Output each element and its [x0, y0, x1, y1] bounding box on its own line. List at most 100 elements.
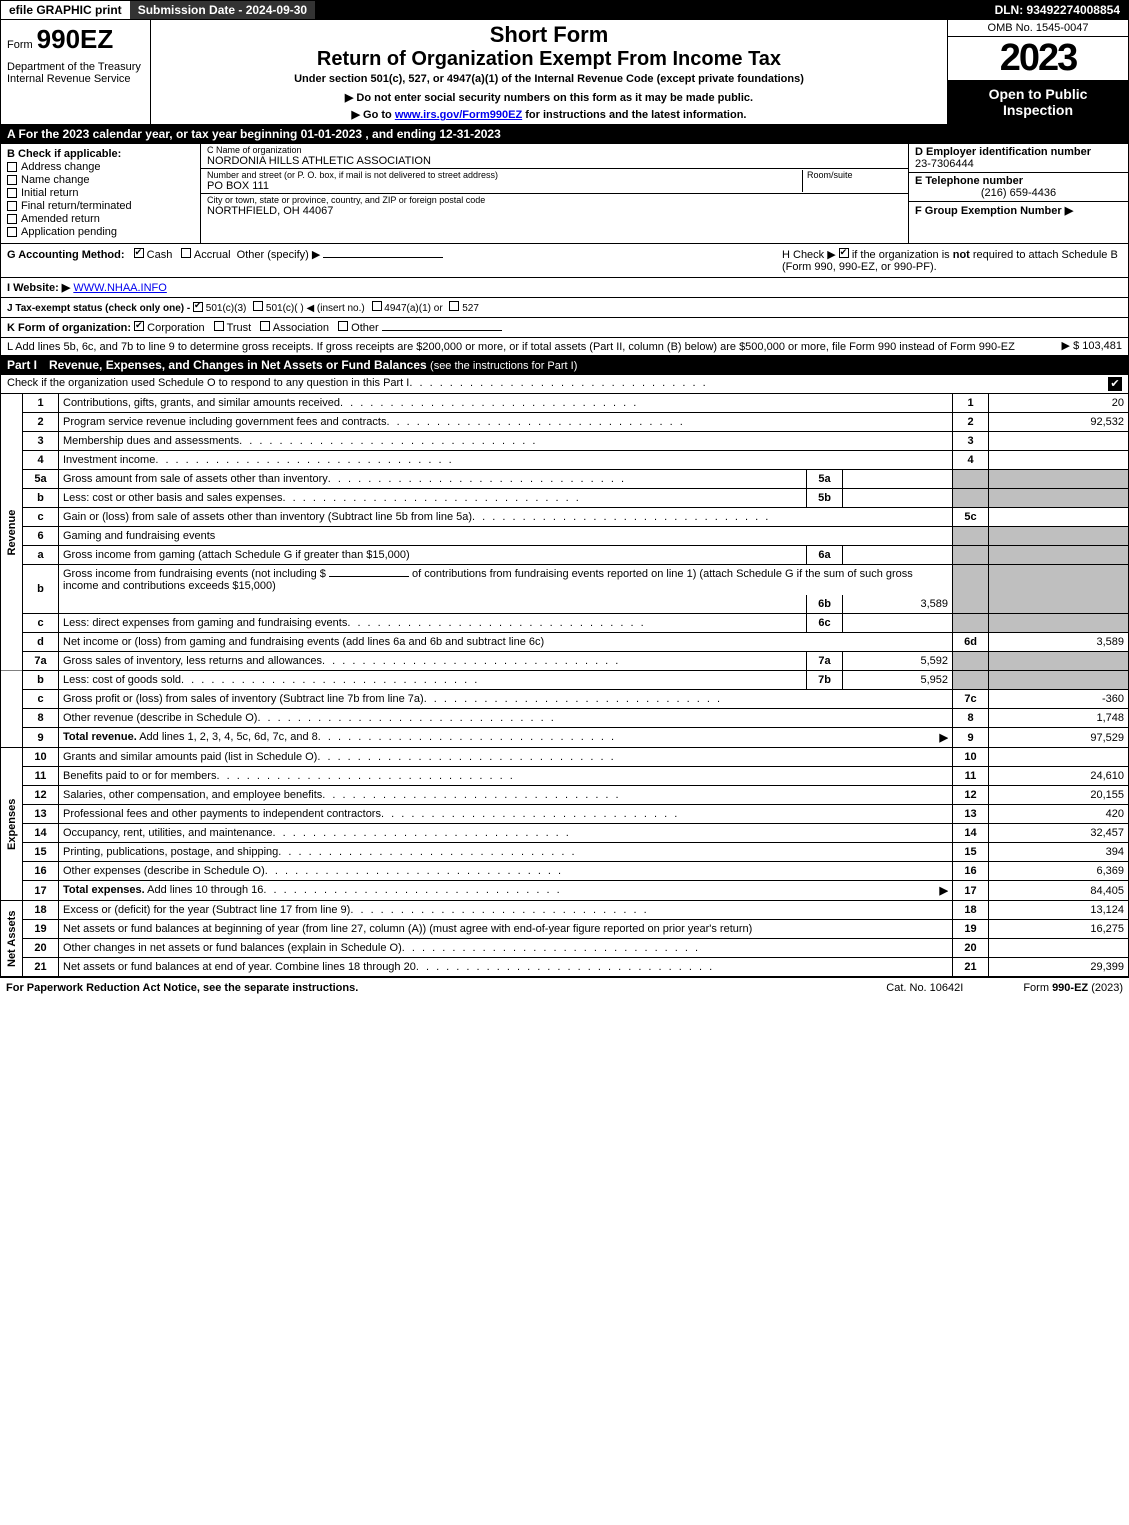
- desc-txt: Gross amount from sale of assets other t…: [63, 473, 328, 485]
- chk-h[interactable]: [839, 248, 849, 258]
- chk-name-change[interactable]: Name change: [7, 174, 194, 186]
- dots: [239, 435, 948, 447]
- checkbox-icon: [7, 214, 17, 224]
- shade: [953, 671, 989, 690]
- chk-4947[interactable]: [372, 301, 382, 311]
- dots: [328, 473, 802, 485]
- header-right: OMB No. 1545-0047 2023 Open to Public In…: [948, 20, 1128, 124]
- val: 420: [989, 805, 1129, 824]
- desc: Grants and similar amounts paid (list in…: [59, 748, 953, 767]
- chk-corp[interactable]: [134, 321, 144, 331]
- desc: Gross income from fundraising events (no…: [59, 565, 953, 596]
- numcol: 19: [953, 920, 989, 939]
- table-row: 7a Gross sales of inventory, less return…: [1, 652, 1129, 671]
- header-left: Form 990EZ Department of the Treasury In…: [1, 20, 151, 124]
- website-link[interactable]: WWW.NHAA.INFO: [73, 282, 167, 294]
- desc: Total expenses. Add lines 10 through 16▶: [59, 881, 953, 901]
- val: 29,399: [989, 958, 1129, 977]
- table-row: 11 Benefits paid to or for members 11 24…: [1, 767, 1129, 786]
- shade: [989, 565, 1129, 614]
- numcol: 2: [953, 413, 989, 432]
- c-addr: Number and street (or P. O. box, if mail…: [201, 169, 908, 194]
- chk-trust[interactable]: [214, 321, 224, 331]
- subval: 5,952: [843, 671, 953, 690]
- form-num-val: 990EZ: [37, 24, 114, 55]
- c-city-lbl: City or town, state or province, country…: [207, 195, 902, 205]
- numcol: 9: [953, 728, 989, 748]
- dept-treasury: Department of the Treasury: [7, 61, 144, 73]
- footer-left: For Paperwork Reduction Act Notice, see …: [6, 982, 358, 994]
- chk-501c[interactable]: [253, 301, 263, 311]
- dots: [386, 416, 948, 428]
- chk-501c3[interactable]: [193, 302, 203, 312]
- shade: [989, 614, 1129, 633]
- desc-txt: Benefits paid to or for members: [63, 770, 216, 782]
- table-row: c Less: direct expenses from gaming and …: [1, 614, 1129, 633]
- h-text3: (Form 990, 990-EZ, or 990-PF).: [782, 261, 937, 273]
- dots: [340, 397, 948, 409]
- chk-application-pending[interactable]: Application pending: [7, 226, 194, 238]
- chk-other[interactable]: [338, 321, 348, 331]
- dots: [402, 942, 948, 954]
- chk-final-return[interactable]: Final return/terminated: [7, 200, 194, 212]
- table-row: Revenue 1 Contributions, gifts, grants, …: [1, 394, 1129, 413]
- dots: [263, 884, 939, 897]
- schedo-check[interactable]: ✔: [1108, 377, 1122, 391]
- chk-cash[interactable]: [134, 248, 144, 258]
- accrual-lbl: Accrual: [194, 249, 231, 261]
- goto-pre: ▶ Go to: [352, 109, 395, 121]
- val: [989, 508, 1129, 527]
- desc: Occupancy, rent, utilities, and maintena…: [59, 824, 953, 843]
- table-row: 6 Gaming and fundraising events: [1, 527, 1129, 546]
- h-text1: H Check ▶: [782, 249, 836, 261]
- checkbox-icon: [7, 175, 17, 185]
- numcol: 11: [953, 767, 989, 786]
- j-opt1: 501(c)(3): [206, 303, 247, 314]
- numcol: 14: [953, 824, 989, 843]
- submission-date: Submission Date - 2024-09-30: [130, 1, 315, 19]
- checkbox-icon: [7, 162, 17, 172]
- desc: Gross income from gaming (attach Schedul…: [59, 546, 807, 565]
- table-row: 15 Printing, publications, postage, and …: [1, 843, 1129, 862]
- desc-txt: Other changes in net assets or fund bala…: [63, 942, 402, 954]
- desc-txt: Investment income: [63, 454, 155, 466]
- desc: [59, 595, 807, 614]
- val: 20,155: [989, 786, 1129, 805]
- dots: [409, 377, 1108, 391]
- desc: Printing, publications, postage, and shi…: [59, 843, 953, 862]
- subcol: 5b: [807, 489, 843, 508]
- ln: 16: [23, 862, 59, 881]
- row-a-tax-year: A For the 2023 calendar year, or tax yea…: [0, 125, 1129, 144]
- chk-initial-return[interactable]: Initial return: [7, 187, 194, 199]
- dots: [278, 846, 948, 858]
- desc-txt: Total revenue. Add lines 1, 2, 3, 4, 5c,…: [63, 731, 318, 744]
- chk-amended-return[interactable]: Amended return: [7, 213, 194, 225]
- ssn-warning: ▶ Do not enter social security numbers o…: [157, 91, 941, 104]
- goto-link[interactable]: www.irs.gov/Form990EZ: [395, 109, 522, 121]
- dots: [347, 617, 802, 629]
- chk-527[interactable]: [449, 301, 459, 311]
- part1-title: Revenue, Expenses, and Changes in Net As…: [49, 358, 577, 372]
- ln: b: [23, 671, 59, 690]
- numcol: 15: [953, 843, 989, 862]
- desc: Total revenue. Add lines 1, 2, 3, 4, 5c,…: [59, 728, 953, 748]
- desc-txt: Occupancy, rent, utilities, and maintena…: [63, 827, 273, 839]
- table-row: 9 Total revenue. Add lines 1, 2, 3, 4, 5…: [1, 728, 1129, 748]
- ln: 2: [23, 413, 59, 432]
- val: 3,589: [989, 633, 1129, 652]
- numcol: 8: [953, 709, 989, 728]
- chk-address-change[interactable]: Address change: [7, 161, 194, 173]
- chk-assoc[interactable]: [260, 321, 270, 331]
- chk-accrual[interactable]: [181, 248, 191, 258]
- open-inspection: Open to Public Inspection: [948, 80, 1128, 124]
- dots: [322, 655, 802, 667]
- shade: [989, 489, 1129, 508]
- table-row: 21 Net assets or fund balances at end of…: [1, 958, 1129, 977]
- numcol: 1: [953, 394, 989, 413]
- chk-lbl: Amended return: [21, 213, 100, 225]
- desc-txt: Gain or (loss) from sale of assets other…: [63, 511, 472, 523]
- shade: [989, 652, 1129, 671]
- subtitle: Under section 501(c), 527, or 4947(a)(1)…: [157, 73, 941, 85]
- val: [989, 451, 1129, 470]
- ln: 10: [23, 748, 59, 767]
